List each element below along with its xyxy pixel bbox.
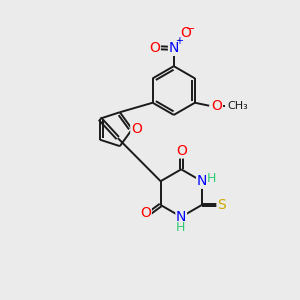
Text: N: N [196,174,207,188]
Text: N: N [169,41,179,56]
Text: O: O [149,41,160,55]
Text: CH₃: CH₃ [227,101,248,111]
Text: O: O [176,144,187,158]
Text: S: S [217,198,226,212]
Text: O: O [180,26,191,40]
Text: −: − [186,24,196,34]
Text: O: O [140,206,151,220]
Text: H: H [207,172,216,185]
Text: +: + [175,36,182,46]
Text: O: O [131,122,142,136]
Text: H: H [176,221,185,234]
Text: N: N [176,210,186,224]
Text: O: O [212,99,222,113]
